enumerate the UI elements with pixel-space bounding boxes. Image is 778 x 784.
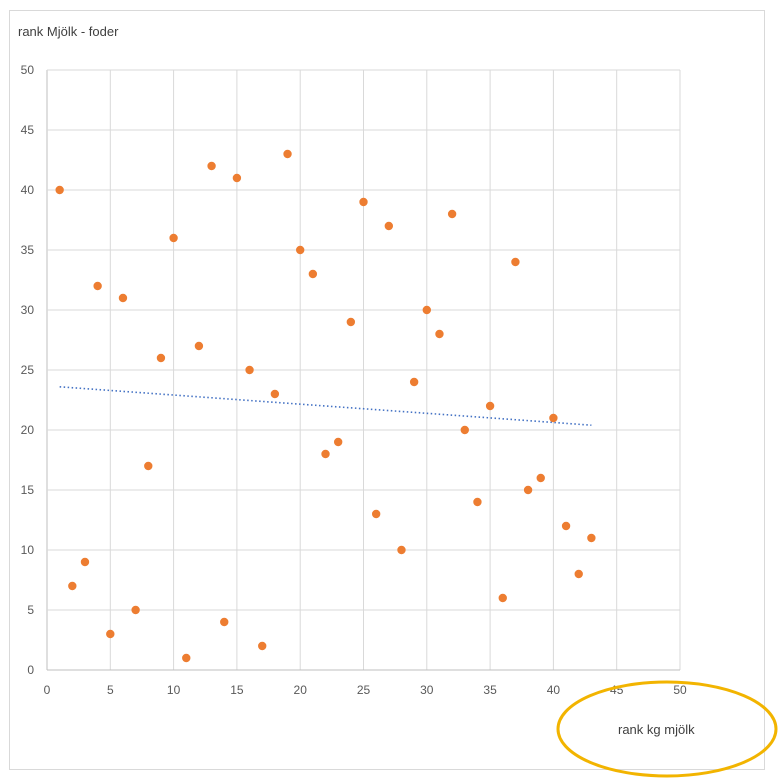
data-point bbox=[144, 461, 153, 471]
data-point bbox=[258, 641, 267, 651]
data-point bbox=[447, 209, 457, 219]
data-point bbox=[55, 185, 64, 195]
data-point bbox=[156, 353, 166, 363]
data-point bbox=[169, 233, 178, 243]
data-point bbox=[321, 449, 330, 459]
data-point bbox=[485, 401, 495, 411]
data-point bbox=[93, 281, 102, 291]
data-point bbox=[118, 293, 128, 303]
x-tick-label: 5 bbox=[107, 683, 114, 697]
trendline bbox=[59, 386, 592, 426]
y-tick-label: 0 bbox=[27, 663, 34, 677]
y-tick-label: 5 bbox=[27, 603, 34, 617]
data-point bbox=[397, 545, 406, 555]
x-tick-label: 20 bbox=[294, 683, 308, 697]
data-point bbox=[549, 413, 558, 423]
data-point bbox=[220, 617, 229, 627]
data-point bbox=[371, 509, 381, 519]
y-tick-label: 40 bbox=[21, 183, 35, 197]
data-point bbox=[207, 161, 216, 171]
highlight-ellipse bbox=[556, 680, 778, 778]
data-point bbox=[574, 569, 583, 579]
data-point bbox=[296, 245, 305, 255]
x-tick-label: 40 bbox=[547, 683, 561, 697]
data-point bbox=[232, 173, 242, 183]
x-tick-label: 10 bbox=[167, 683, 181, 697]
y-tick-label: 20 bbox=[21, 423, 35, 437]
data-point bbox=[80, 557, 90, 567]
y-tick-label: 45 bbox=[21, 123, 35, 137]
chart-title: rank Mjölk - foder bbox=[18, 24, 119, 39]
x-tick-label: 35 bbox=[483, 683, 497, 697]
data-point bbox=[460, 425, 469, 435]
y-tick-label: 50 bbox=[21, 63, 35, 77]
x-tick-label: 15 bbox=[230, 683, 244, 697]
data-point bbox=[346, 317, 356, 327]
data-point bbox=[587, 533, 596, 543]
data-point bbox=[523, 485, 533, 495]
data-point bbox=[245, 365, 254, 375]
data-point bbox=[131, 605, 140, 615]
data-point bbox=[473, 497, 482, 507]
y-tick-label: 30 bbox=[21, 303, 35, 317]
data-point bbox=[308, 269, 318, 279]
x-axis-label: rank kg mjölk bbox=[618, 722, 695, 737]
data-point bbox=[435, 329, 444, 339]
data-point bbox=[194, 341, 204, 351]
y-tick-label: 25 bbox=[21, 363, 35, 377]
data-point bbox=[283, 149, 292, 159]
y-tick-label: 15 bbox=[21, 483, 35, 497]
data-point bbox=[384, 221, 394, 231]
data-point bbox=[182, 653, 191, 663]
chart-frame bbox=[9, 10, 765, 770]
x-tick-label: 30 bbox=[420, 683, 434, 697]
y-tick-label: 10 bbox=[21, 543, 35, 557]
x-tick-label: 0 bbox=[44, 683, 51, 697]
x-tick-label: 50 bbox=[673, 683, 687, 697]
data-point bbox=[333, 437, 343, 447]
data-point bbox=[422, 305, 431, 315]
data-point bbox=[270, 389, 280, 399]
data-point bbox=[536, 473, 545, 483]
y-tick-label: 35 bbox=[21, 243, 35, 257]
data-point bbox=[561, 521, 571, 531]
data-point bbox=[511, 257, 520, 267]
data-point bbox=[498, 593, 507, 603]
data-point bbox=[359, 197, 368, 207]
data-point bbox=[68, 581, 77, 591]
data-point bbox=[409, 377, 419, 387]
x-tick-label: 25 bbox=[357, 683, 371, 697]
data-point bbox=[106, 629, 115, 639]
